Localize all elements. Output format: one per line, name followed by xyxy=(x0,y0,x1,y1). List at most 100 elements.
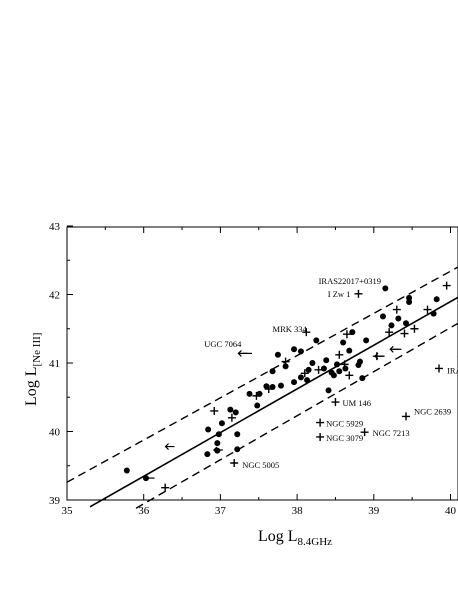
filled-circle-marker xyxy=(227,406,234,413)
x-axis-title: Log L8.4GHz xyxy=(258,528,332,548)
plus-marker xyxy=(400,329,409,338)
filled-circle-marker xyxy=(336,368,343,375)
filled-circle-marker xyxy=(214,440,221,447)
point-label: I Zw 1 xyxy=(328,289,351,299)
plus-marker xyxy=(360,428,369,437)
plus-marker xyxy=(230,459,239,468)
plus-marker xyxy=(345,371,354,380)
y-tick-label: 39 xyxy=(49,495,61,507)
filled-circle-marker xyxy=(333,361,340,368)
filled-circle-marker xyxy=(254,402,261,409)
point-label: IRA xyxy=(447,365,458,375)
point-label: NGC 2639 xyxy=(414,406,451,416)
point-label: NGC 7213 xyxy=(373,428,410,438)
y-tick-label: 43 xyxy=(49,221,61,233)
filled-circle-marker xyxy=(234,446,241,453)
lower-scatter-line xyxy=(135,322,458,509)
filled-circle-marker xyxy=(263,383,270,390)
x-tick-label: 40 xyxy=(445,505,457,517)
plus-marker xyxy=(410,324,419,333)
plus-marker xyxy=(210,406,219,415)
plus-marker xyxy=(314,365,323,374)
filled-circle-marker xyxy=(234,431,241,438)
point-label: UM 146 xyxy=(342,398,371,408)
plus-marker xyxy=(161,483,170,492)
point-label: NGC 3079 xyxy=(326,433,363,443)
plus-marker xyxy=(281,357,290,366)
filled-circle-marker xyxy=(218,420,225,427)
plus-marker xyxy=(331,398,340,407)
filled-circle-marker xyxy=(269,368,276,375)
plus-marker xyxy=(442,281,451,290)
filled-circle-marker xyxy=(309,360,316,366)
filled-circle-marker xyxy=(406,299,413,306)
filled-circle-marker xyxy=(406,294,413,301)
filled-circle-marker xyxy=(313,337,320,344)
x-tick-label: 39 xyxy=(368,505,380,517)
filled-circle-marker xyxy=(297,374,304,381)
left-arrow-marker xyxy=(213,446,223,454)
filled-circle-marker xyxy=(380,313,387,320)
filled-circle-marker xyxy=(430,310,437,317)
filled-circle-marker xyxy=(346,347,353,354)
plus-marker xyxy=(402,412,411,421)
x-axis-title-subscript: 8.4GHz xyxy=(298,536,333,548)
filled-circle-marker xyxy=(205,426,212,433)
filled-circle-marker xyxy=(204,451,211,458)
plus-marker xyxy=(392,305,401,314)
filled-circle-marker xyxy=(330,372,337,379)
filled-circle-marker xyxy=(246,390,253,397)
annotation-label: UGC 7064 xyxy=(204,339,242,349)
y-axis-title: Log L[Ne III] xyxy=(23,333,43,406)
filled-circle-marker xyxy=(363,337,370,344)
filled-circle-marker xyxy=(340,339,347,346)
data-markers xyxy=(123,281,458,492)
x-tick-label: 36 xyxy=(138,505,150,517)
plus-marker xyxy=(227,413,236,422)
filled-circle-marker xyxy=(304,377,311,384)
filled-circle-marker xyxy=(291,379,298,386)
y-tick-label: 41 xyxy=(49,358,60,370)
left-arrow-marker xyxy=(164,443,175,450)
filled-circle-marker xyxy=(320,365,327,372)
filled-circle-marker xyxy=(274,351,281,358)
fit-lines xyxy=(66,266,458,509)
plus-marker xyxy=(300,369,309,378)
filled-circle-marker xyxy=(342,365,349,372)
plus-marker xyxy=(264,385,273,394)
plus-marker xyxy=(342,330,351,339)
plus-marker xyxy=(340,360,349,369)
plus-marker xyxy=(335,350,344,359)
filled-circle-marker xyxy=(403,320,410,327)
point-label: NGC 5929 xyxy=(326,419,363,429)
plus-marker xyxy=(385,328,394,337)
filled-circle-marker xyxy=(356,358,363,365)
filled-circle-marker xyxy=(297,348,304,355)
filled-circle-marker xyxy=(232,409,239,416)
filled-circle-marker xyxy=(282,363,289,370)
filled-circle-marker xyxy=(123,467,130,474)
plus-marker xyxy=(316,432,325,441)
annotation-label: IRAS22017+0319 xyxy=(319,276,381,286)
filled-circle-marker xyxy=(277,382,284,389)
filled-circle-marker xyxy=(323,357,330,364)
annotation-label: MRK 334 xyxy=(273,324,308,334)
x-tick-label: 35 xyxy=(62,505,74,517)
plus-marker xyxy=(252,391,261,400)
x-tick-label: 38 xyxy=(292,505,304,517)
filled-circle-marker xyxy=(388,322,395,329)
filled-circle-marker xyxy=(433,296,440,303)
y-tick-label: 40 xyxy=(49,427,61,439)
y-tick-label: 42 xyxy=(49,290,60,302)
x-tick-label: 37 xyxy=(215,505,227,517)
plus-marker xyxy=(302,328,311,337)
plus-marker xyxy=(434,364,443,373)
filled-circle-marker xyxy=(395,315,402,322)
filled-circle-marker xyxy=(305,366,312,373)
plus-marker xyxy=(316,418,325,427)
point-labels: NGC 5005 NGC 3079 NGC 5929 NGC 7213 NGC 2639… xyxy=(204,276,458,470)
filled-circle-marker xyxy=(325,387,332,394)
filled-circle-marker xyxy=(291,346,298,353)
filled-circle-marker xyxy=(359,375,366,382)
